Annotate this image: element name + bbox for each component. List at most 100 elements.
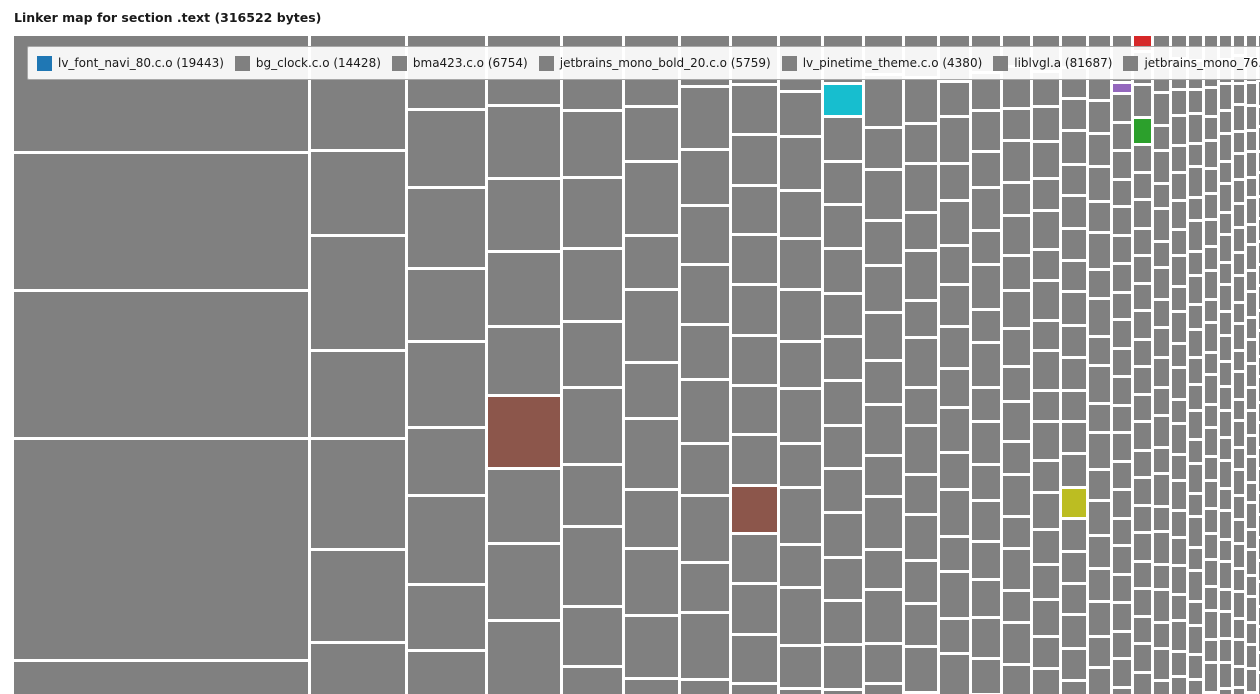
treemap-cell[interactable] — [1220, 236, 1231, 261]
treemap-cell[interactable] — [1220, 613, 1231, 637]
treemap-cell[interactable] — [940, 620, 969, 652]
treemap-cell[interactable] — [1205, 248, 1217, 269]
treemap-cell[interactable] — [1003, 624, 1030, 663]
treemap-cell[interactable] — [1189, 306, 1202, 328]
treemap-cell[interactable] — [1154, 566, 1169, 588]
treemap-cell[interactable] — [1113, 181, 1131, 205]
treemap-cell[interactable] — [1205, 561, 1217, 585]
treemap-cell[interactable] — [780, 690, 821, 694]
treemap-cell[interactable] — [1154, 417, 1169, 446]
treemap-cell[interactable] — [732, 236, 777, 283]
treemap-cell[interactable] — [1234, 422, 1244, 446]
treemap-cell[interactable] — [1205, 354, 1217, 373]
treemap-cell[interactable] — [1247, 153, 1256, 176]
treemap-cell[interactable] — [1134, 674, 1151, 694]
treemap-cell[interactable] — [1003, 184, 1030, 214]
treemap-cell[interactable] — [1003, 550, 1030, 589]
treemap-cell[interactable] — [1154, 127, 1169, 149]
treemap-cell[interactable] — [1003, 110, 1030, 139]
treemap-cell[interactable] — [1189, 518, 1202, 546]
treemap-cell[interactable] — [1234, 668, 1244, 686]
treemap-cell[interactable] — [1189, 253, 1202, 274]
treemap-cell[interactable] — [905, 302, 937, 336]
treemap-cell[interactable] — [905, 252, 937, 299]
treemap-cell[interactable] — [625, 420, 678, 488]
treemap-cell[interactable] — [1062, 197, 1086, 227]
treemap-cell[interactable] — [940, 491, 969, 535]
treemap-cell[interactable] — [865, 171, 902, 219]
treemap-cell[interactable] — [1113, 434, 1131, 460]
treemap-cell[interactable] — [824, 250, 862, 292]
treemap-cell[interactable] — [1154, 650, 1169, 679]
treemap-cell[interactable] — [488, 180, 560, 250]
treemap-cell[interactable] — [1220, 490, 1231, 509]
treemap-cell[interactable] — [865, 457, 902, 495]
treemap-cell[interactable] — [1172, 231, 1186, 254]
treemap-cell[interactable] — [1189, 603, 1202, 624]
treemap-cell[interactable] — [1247, 226, 1256, 243]
treemap-cell[interactable] — [1033, 638, 1059, 667]
treemap-cell[interactable] — [1220, 664, 1231, 687]
treemap-cell[interactable] — [1234, 181, 1244, 202]
treemap-cell[interactable] — [625, 491, 678, 547]
treemap-cell[interactable] — [1189, 115, 1202, 142]
treemap-cell[interactable] — [1062, 100, 1086, 129]
treemap-cell[interactable] — [1205, 376, 1217, 403]
treemap-cell[interactable] — [732, 337, 777, 384]
treemap-cell[interactable] — [972, 619, 1000, 657]
treemap-cell[interactable] — [311, 237, 405, 349]
treemap-cell[interactable] — [1033, 212, 1059, 248]
treemap-cell[interactable] — [563, 608, 622, 665]
treemap-cell[interactable] — [1154, 359, 1169, 386]
treemap-cell[interactable] — [681, 497, 729, 561]
treemap-cell[interactable] — [1033, 251, 1059, 279]
treemap-cell[interactable] — [1113, 633, 1131, 657]
treemap-cell[interactable] — [1189, 331, 1202, 356]
treemap-cell[interactable] — [1205, 118, 1217, 139]
treemap-cell[interactable] — [1134, 341, 1151, 365]
treemap-cell[interactable] — [1154, 301, 1169, 326]
treemap-cell[interactable] — [681, 381, 729, 442]
treemap-cell[interactable] — [1234, 401, 1244, 419]
treemap-cell[interactable] — [732, 436, 777, 484]
treemap-cell[interactable] — [1062, 650, 1086, 679]
treemap-cell[interactable] — [972, 502, 1000, 540]
treemap-cell[interactable] — [1089, 234, 1110, 268]
treemap-cell[interactable] — [1172, 288, 1186, 310]
treemap-cell[interactable] — [940, 370, 969, 406]
treemap-cell[interactable] — [1234, 689, 1244, 694]
treemap-cell[interactable] — [940, 573, 969, 617]
treemap-cell[interactable] — [1189, 549, 1202, 569]
treemap-cell[interactable] — [14, 662, 308, 694]
treemap-cell[interactable] — [1172, 567, 1186, 593]
treemap-cell[interactable] — [1134, 423, 1151, 449]
treemap-cell[interactable] — [1172, 596, 1186, 619]
treemap-cell[interactable] — [1205, 664, 1217, 691]
treemap-cell[interactable] — [1134, 285, 1151, 309]
treemap-cell[interactable] — [940, 328, 969, 367]
treemap-cell[interactable] — [1062, 327, 1086, 356]
treemap-cell[interactable] — [1062, 293, 1086, 324]
treemap-cell[interactable] — [940, 83, 969, 115]
treemap-cell[interactable] — [1113, 407, 1131, 431]
treemap-cell[interactable] — [1189, 627, 1202, 653]
treemap-cell[interactable] — [972, 344, 1000, 386]
treemap-cell[interactable] — [824, 118, 862, 160]
treemap-cell[interactable] — [1247, 199, 1256, 223]
treemap-cell[interactable] — [1154, 269, 1169, 298]
treemap-cell[interactable] — [1220, 563, 1231, 588]
treemap-cell[interactable] — [1234, 85, 1244, 103]
treemap-cell[interactable] — [1247, 598, 1256, 621]
treemap-cell[interactable] — [1189, 222, 1202, 250]
treemap-cell[interactable] — [1234, 106, 1244, 130]
treemap-cell[interactable] — [408, 586, 485, 649]
treemap-cell[interactable] — [1189, 145, 1202, 165]
treemap-cell[interactable] — [824, 646, 862, 688]
treemap-cell[interactable] — [1113, 350, 1131, 375]
treemap-cell[interactable] — [940, 454, 969, 488]
treemap-cell[interactable] — [625, 364, 678, 417]
treemap-cell[interactable] — [1134, 479, 1151, 504]
treemap-cell[interactable] — [1172, 202, 1186, 228]
treemap-cell[interactable] — [1205, 510, 1217, 532]
treemap-cell[interactable] — [1134, 312, 1151, 338]
